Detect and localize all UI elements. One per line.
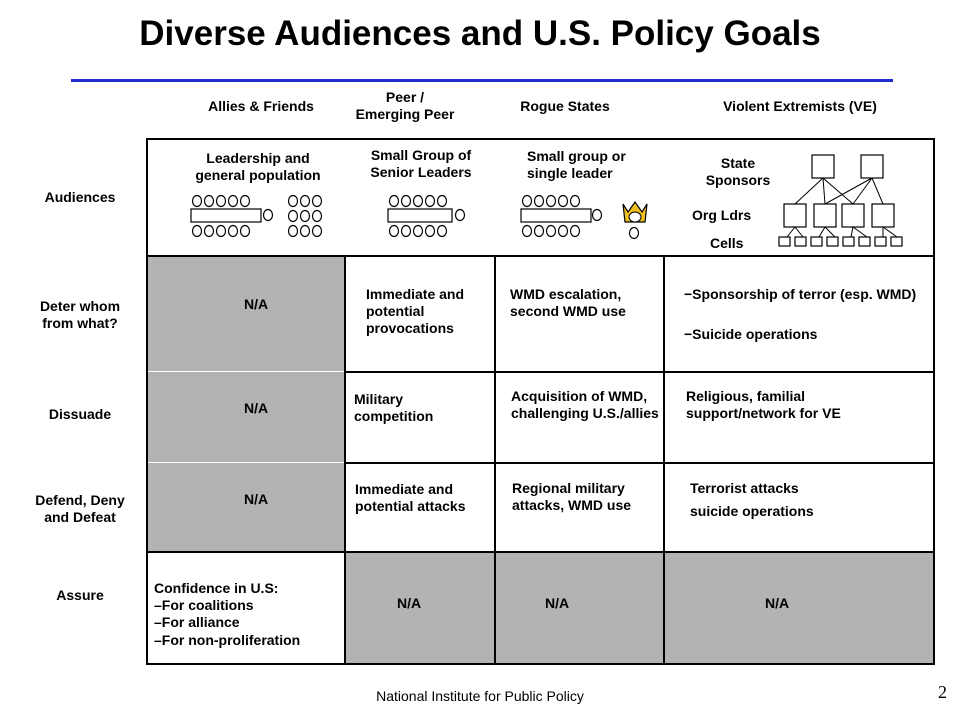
column-header-rogue: Rogue States: [520, 98, 610, 114]
assure-rogue-na: N/A: [545, 595, 570, 611]
page-title: Diverse Audiences and U.S. Policy Goals: [139, 14, 821, 53]
title-underline: [71, 79, 893, 82]
grid-line: [148, 462, 344, 463]
dissuade-allies-na: N/A: [244, 400, 269, 416]
footer-organization: National Institute for Public Policy: [376, 688, 584, 704]
crown-leader-icon: [622, 200, 648, 240]
deter-ve-suicide: −Suicide operations: [684, 326, 818, 342]
defend-ve-terrorist: Terrorist attacks: [690, 480, 799, 496]
defend-rogue-text: Regional military attacks, WMD use: [512, 480, 632, 513]
grid-line: [494, 257, 496, 663]
dissuade-peer-text: Military competition: [354, 391, 434, 424]
network-hierarchy-icon: [778, 154, 903, 247]
assure-allies-nonproliferation: –For non-proliferation: [154, 632, 301, 648]
defend-peer-text: Immediate and potential attacks: [355, 481, 466, 514]
grid-line: [146, 551, 935, 553]
deter-ve-sponsorship: −Sponsorship of terror (esp. WMD): [684, 286, 917, 302]
deter-peer-text: Immediate and potential provocations: [366, 286, 465, 336]
row-label-assure: Assure: [56, 587, 104, 603]
dissuade-ve-text: Religious, familial support/network for …: [686, 388, 841, 421]
audience-state-sponsors-label: State Sponsors: [705, 155, 771, 188]
defend-allies-na: N/A: [244, 491, 269, 507]
assure-peer-na: N/A: [397, 595, 422, 611]
audience-peer-label: Small Group of Senior Leaders: [370, 147, 472, 180]
assure-allies-confidence: Confidence in U.S:: [154, 580, 279, 596]
shaded-allies-column: [148, 257, 344, 552]
column-header-ve: Violent Extremists (VE): [723, 98, 877, 114]
grid-line: [146, 255, 935, 257]
grid-line: [344, 371, 935, 373]
audience-org-leaders-label: Org Ldrs: [692, 207, 752, 223]
column-header-allies: Allies & Friends: [208, 98, 314, 114]
audience-allies-label: Leadership and general population: [195, 150, 321, 183]
defend-ve-suicide: suicide operations: [690, 503, 814, 519]
row-label-dissuade: Dissuade: [48, 406, 112, 422]
page-number: 2: [938, 682, 947, 702]
audience-cells-label: Cells: [710, 235, 744, 251]
grid-line: [663, 257, 665, 663]
assure-allies-alliance: –For alliance: [154, 614, 240, 630]
dissuade-rogue-text: Acquisition of WMD, challenging U.S./all…: [511, 388, 659, 421]
grid-line: [148, 371, 344, 372]
audience-rogue-label: Small group or single leader: [527, 148, 626, 181]
allies-meeting-table-icon: [190, 194, 323, 238]
grid-line: [344, 462, 935, 464]
row-label-deter: Deter whom from what?: [39, 298, 121, 331]
grid-line: [344, 257, 346, 663]
row-label-audiences: Audiences: [44, 189, 116, 205]
matrix-grid: [146, 138, 935, 665]
row-label-defend: Defend, Deny and Defeat: [35, 492, 125, 525]
assure-ve-na: N/A: [765, 595, 790, 611]
rogue-meeting-table-icon: [520, 194, 603, 238]
shaded-assure-row: [344, 552, 933, 663]
peer-meeting-table-icon: [387, 194, 466, 238]
assure-allies-coalitions: –For coalitions: [154, 597, 254, 613]
column-header-peer: Peer / Emerging Peer: [355, 89, 455, 122]
deter-allies-na: N/A: [244, 296, 269, 312]
deter-rogue-text: WMD escalation, second WMD use: [510, 286, 626, 319]
